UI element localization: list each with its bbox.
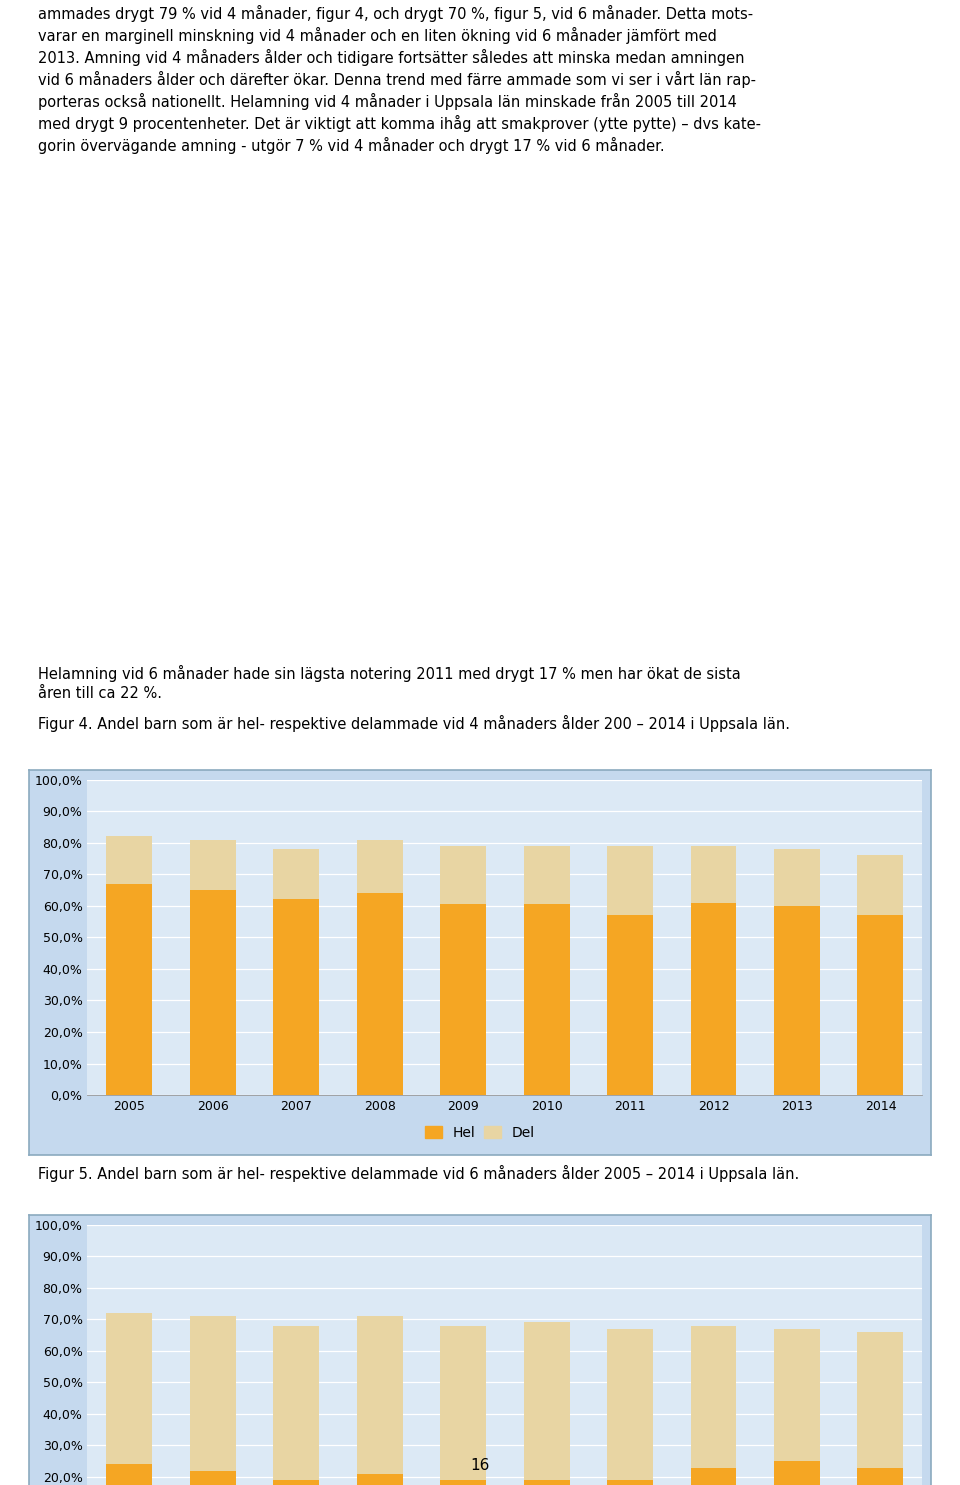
Bar — [274, 1481, 319, 1485]
Bar — [774, 906, 820, 1094]
Bar — [440, 1326, 486, 1481]
Bar — [107, 884, 152, 1094]
Bar — [523, 1481, 569, 1485]
Bar — [690, 1326, 736, 1467]
Bar — [357, 1316, 402, 1473]
Text: Helamning vid 6 månader hade sin lägsta notering 2011 med drygt 17 % men har öka: Helamning vid 6 månader hade sin lägsta … — [38, 665, 741, 701]
Bar — [274, 900, 319, 1094]
Bar — [357, 839, 402, 892]
Bar — [190, 890, 235, 1094]
Bar — [523, 1323, 569, 1481]
Text: ammades drygt 79 % vid 4 månader, figur 4, och drygt 70 %, figur 5, vid 6 månade: ammades drygt 79 % vid 4 månader, figur … — [38, 4, 761, 153]
Bar — [857, 1332, 903, 1467]
Text: 16: 16 — [470, 1457, 490, 1473]
Bar — [857, 1467, 903, 1485]
Bar — [607, 1329, 653, 1481]
Bar — [357, 892, 402, 1094]
Bar — [523, 904, 569, 1094]
Bar — [607, 1481, 653, 1485]
Bar — [690, 846, 736, 903]
Bar — [607, 846, 653, 915]
Bar — [690, 903, 736, 1094]
Bar — [774, 1329, 820, 1461]
Text: Figur 5. Andel barn som är hel- respektive delammade vid 6 månaders ålder 2005 –: Figur 5. Andel barn som är hel- respekti… — [38, 1166, 800, 1182]
Bar — [690, 1467, 736, 1485]
Bar — [274, 1326, 319, 1481]
Bar — [190, 839, 235, 890]
Bar — [357, 1473, 402, 1485]
Bar — [274, 849, 319, 900]
Legend: Hel, Del: Hel, Del — [420, 1120, 540, 1145]
Bar — [857, 915, 903, 1094]
Bar — [107, 1464, 152, 1485]
Bar — [190, 1316, 235, 1470]
Bar — [607, 915, 653, 1094]
Bar — [774, 1461, 820, 1485]
Text: Figur 4. Andel barn som är hel- respektive delammade vid 4 månaders ålder 200 – : Figur 4. Andel barn som är hel- respekti… — [38, 714, 790, 732]
Bar — [523, 846, 569, 904]
Bar — [774, 849, 820, 906]
Bar — [857, 855, 903, 915]
Bar — [440, 846, 486, 904]
Bar — [440, 1481, 486, 1485]
Bar — [107, 1313, 152, 1464]
Bar — [440, 904, 486, 1094]
Bar — [190, 1470, 235, 1485]
Bar — [107, 836, 152, 884]
